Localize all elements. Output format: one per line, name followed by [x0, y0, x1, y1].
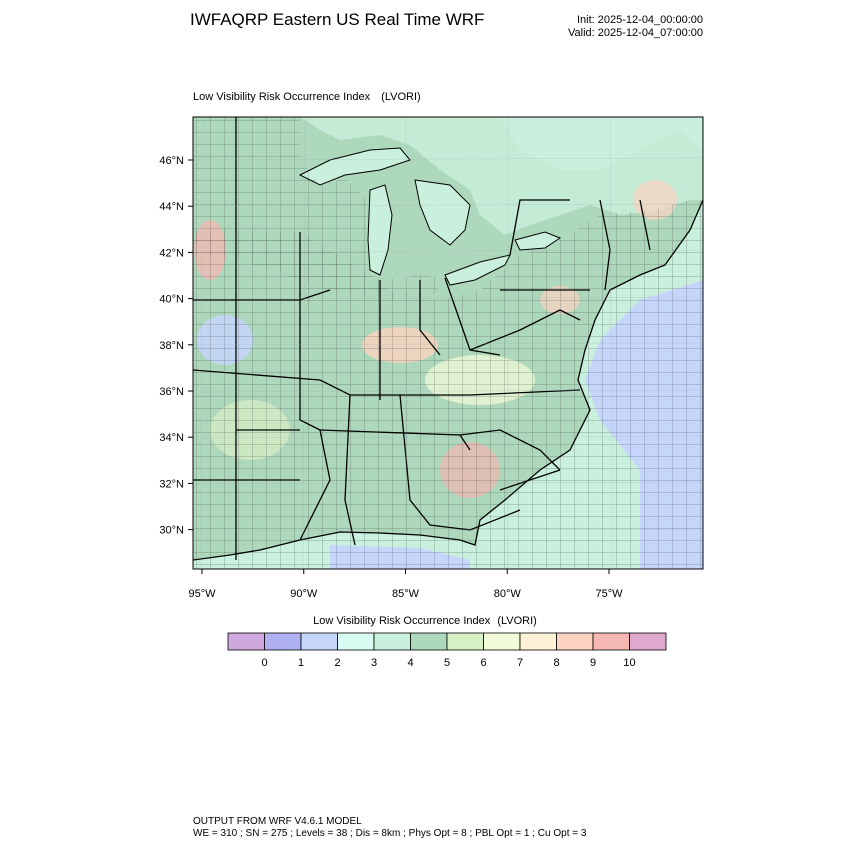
colorbar-field-name: Low Visibility Risk Occurrence Index	[313, 615, 491, 627]
colorbar-title: Low Visibility Risk Occurrence Index (LV…	[0, 615, 850, 627]
county-borders	[193, 200, 703, 569]
lat-tick-label: 42°N	[159, 247, 184, 259]
lon-tick-label: 75°W	[595, 588, 623, 600]
colorbar-swatch	[373, 632, 411, 651]
field-name: Low Visibility Risk Occurrence Index	[193, 91, 371, 103]
colorbar-swatch	[410, 632, 448, 651]
lake-huron	[414, 179, 471, 246]
colorbar: 0 1 2 3 4 5 6 7 8 9 10	[227, 632, 667, 669]
colorbar-label: 9	[590, 657, 596, 669]
colorbar-swatch	[629, 632, 667, 651]
map-frame	[192, 116, 704, 570]
lake-michigan	[367, 184, 393, 276]
colorbar-swatch	[483, 632, 521, 651]
colorbar-label: 5	[444, 657, 450, 669]
colorbar-swatch	[519, 632, 557, 651]
colorbar-swatch	[592, 632, 630, 651]
colorbar-swatch	[264, 632, 302, 651]
lat-tick-label: 40°N	[159, 294, 184, 306]
model-footer: OUTPUT FROM WRF V4.6.1 MODEL WE = 310 ; …	[193, 816, 586, 840]
field-units: (LVORI)	[381, 91, 421, 103]
lat-tick-label: 46°N	[159, 155, 184, 167]
lat-tick-label: 36°N	[159, 386, 184, 398]
lat-tick-label: 32°N	[159, 478, 184, 490]
lat-tick-label: 38°N	[159, 340, 184, 352]
state-borders	[193, 117, 651, 560]
time-info: Init: 2025-12-04_00:00:00 Valid: 2025-12…	[568, 14, 703, 40]
lat-tick-label: 44°N	[159, 201, 184, 213]
colorbar-swatch	[556, 632, 594, 651]
colorbar-label: 3	[371, 657, 377, 669]
colorbar-units: (LVORI)	[497, 615, 537, 627]
colorbar-label: 2	[334, 657, 340, 669]
model-config: WE = 310 ; SN = 275 ; Levels = 38 ; Dis …	[193, 828, 587, 839]
colorbar-label: 1	[298, 657, 304, 669]
longitude-axis: 95°W 90°W 85°W 80°W 75°W	[188, 569, 623, 600]
page-title: IWFAQRP Eastern US Real Time WRF	[190, 10, 485, 29]
latitude-axis: 46°N 44°N 42°N 40°N 38°N 36°N 34°N 32°N 30°N	[159, 155, 193, 537]
county-borders-north	[193, 117, 445, 300]
colorbar-swatch	[300, 632, 338, 651]
colorbar-label: 10	[623, 657, 635, 669]
init-time: Init: 2025-12-04_00:00:00	[577, 14, 703, 26]
colorbar-swatch	[446, 632, 484, 651]
canada-region	[300, 117, 703, 235]
graticule	[193, 117, 703, 569]
valid-time: Valid: 2025-12-04_07:00:00	[568, 27, 703, 39]
colorbar-label: 6	[480, 657, 486, 669]
coastline	[193, 199, 703, 561]
colorbar-swatch	[227, 632, 265, 651]
lon-tick-label: 95°W	[188, 588, 216, 600]
colorbar-label: 7	[517, 657, 523, 669]
colorbar-label: 8	[553, 657, 559, 669]
colorbar-label: 4	[407, 657, 413, 669]
map-field	[193, 117, 703, 569]
lat-tick-label: 34°N	[159, 432, 184, 444]
lon-tick-label: 90°W	[290, 588, 318, 600]
model-version: OUTPUT FROM WRF V4.6.1 MODEL	[193, 816, 362, 827]
lake-erie	[444, 254, 511, 286]
colorbar-swatch	[337, 632, 375, 651]
lon-tick-label: 80°W	[494, 588, 522, 600]
colorbar-label: 0	[261, 657, 267, 669]
lake-superior	[298, 147, 411, 186]
lon-tick-label: 85°W	[392, 588, 420, 600]
map-subtitle: Low Visibility Risk Occurrence Index (LV…	[193, 91, 421, 103]
lat-tick-label: 30°N	[159, 525, 184, 537]
